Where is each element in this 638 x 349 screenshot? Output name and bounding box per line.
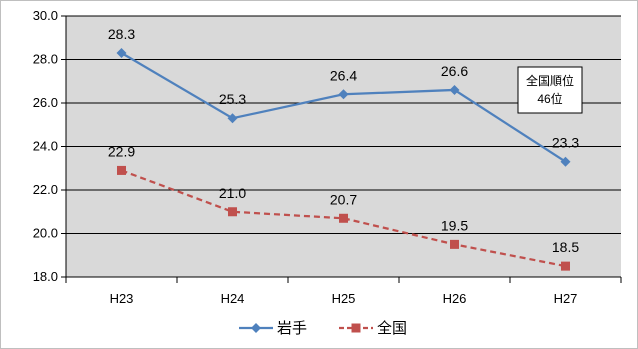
plot-area bbox=[66, 15, 621, 278]
data-point bbox=[227, 113, 238, 124]
data-point bbox=[228, 207, 237, 217]
data-point bbox=[339, 213, 348, 223]
data-point bbox=[561, 261, 570, 271]
data-label: 20.7 bbox=[330, 191, 357, 207]
x-tick-label: H27 bbox=[554, 291, 578, 306]
annotation-line1: 全国順位 bbox=[526, 73, 574, 88]
y-tick-label: 26.0 bbox=[33, 95, 58, 110]
data-point bbox=[560, 156, 571, 167]
x-tick-label: H25 bbox=[332, 291, 356, 306]
data-label: 28.3 bbox=[108, 26, 135, 42]
x-axis: H23 H24 H25 H26 H27 bbox=[65, 276, 622, 306]
y-tick-label: 24.0 bbox=[33, 139, 58, 154]
data-label: 26.4 bbox=[330, 67, 357, 83]
data-point bbox=[351, 323, 361, 333]
data-label: 22.9 bbox=[108, 143, 135, 159]
series-1: 22.9 21.0 20.7 19.5 18.5 bbox=[108, 143, 579, 271]
series-0: 28.3 25.3 26.4 26.6 23.3 bbox=[108, 26, 579, 167]
y-tick-label: 20.0 bbox=[33, 226, 58, 241]
y-tick-label: 28.0 bbox=[33, 52, 58, 67]
x-tick-label: H23 bbox=[110, 291, 134, 306]
legend-item-1: 全国 bbox=[339, 319, 407, 337]
annotation-border bbox=[517, 66, 583, 114]
y-tick-label: 30.0 bbox=[33, 8, 58, 23]
y-tick-label: 22.0 bbox=[33, 182, 58, 197]
data-point bbox=[450, 239, 459, 249]
series-layer: 28.3 25.3 26.4 26.6 23.3 22.9 21.0 20.7 19.5 18.5 bbox=[108, 26, 579, 271]
legend-label: 岩手 bbox=[277, 320, 307, 337]
legend: 岩手 全国 bbox=[239, 319, 407, 337]
data-label: 26.6 bbox=[441, 63, 468, 79]
y-axis: 18.0 20.0 22.0 24.0 26.0 28.0 30.0 bbox=[33, 8, 67, 284]
data-label: 21.0 bbox=[219, 185, 246, 201]
data-point bbox=[117, 165, 126, 175]
y-tick-label: 18.0 bbox=[33, 269, 58, 284]
annotation-box: 全国順位 46位 bbox=[517, 66, 583, 114]
data-label: 18.5 bbox=[552, 239, 579, 255]
data-label: 23.3 bbox=[552, 135, 579, 151]
legend-item-0: 岩手 bbox=[239, 320, 307, 337]
data-point bbox=[116, 47, 127, 58]
data-label: 19.5 bbox=[441, 217, 468, 233]
x-tick-label: H24 bbox=[221, 291, 245, 306]
data-label: 25.3 bbox=[219, 91, 246, 107]
data-point bbox=[449, 84, 460, 95]
legend-label: 全国 bbox=[377, 319, 407, 337]
annotation-line2: 46位 bbox=[537, 91, 562, 106]
x-tick-label: H26 bbox=[443, 291, 467, 306]
data-point bbox=[251, 323, 261, 333]
series-line bbox=[121, 169, 566, 268]
data-point bbox=[338, 89, 349, 100]
